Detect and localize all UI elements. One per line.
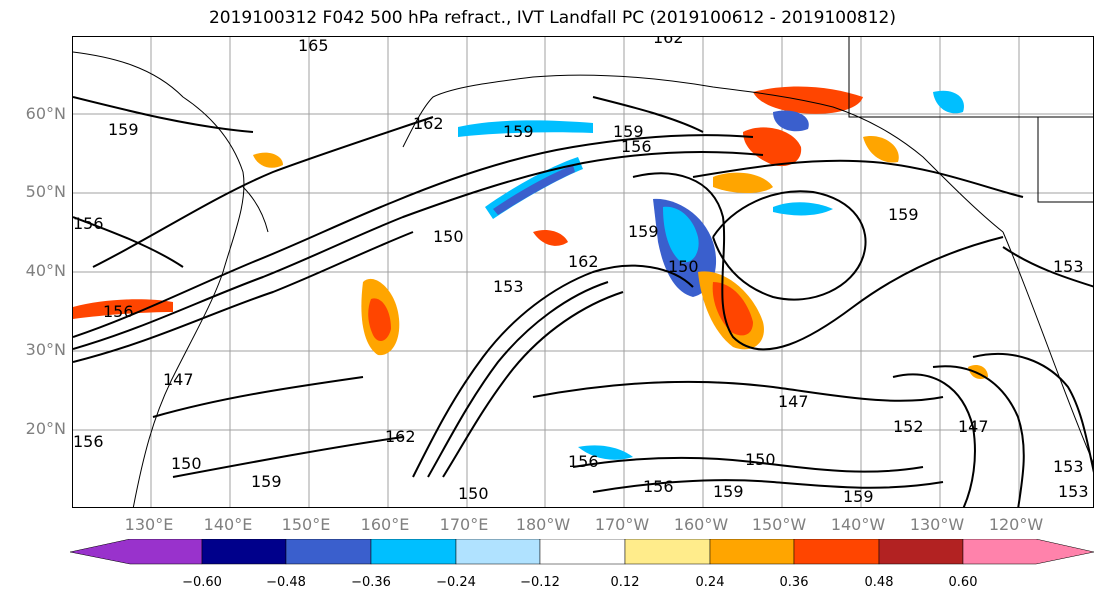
colorbar-tick: 0.48	[864, 575, 894, 590]
contour-label: 156	[103, 302, 134, 321]
colorbar-segment	[285, 539, 372, 565]
contour-label: 153	[1058, 482, 1089, 501]
contour-label: 153	[493, 277, 524, 296]
colorbar-segment	[455, 539, 541, 565]
contour-label-group: 165 162 159 162 159 156 159 156 150 153 …	[73, 37, 1089, 506]
contour-label: 156	[568, 452, 599, 471]
contour-label: 159	[503, 122, 534, 141]
contour-label: 159	[628, 222, 659, 241]
lon-label-160w: 160°W	[673, 515, 729, 534]
lon-label-170e: 170°E	[439, 515, 489, 534]
colorbar-segment	[624, 539, 711, 565]
lon-label-160e: 160°E	[360, 515, 410, 534]
contour-label: 152	[893, 417, 924, 436]
contour-label: 150	[668, 257, 699, 276]
colorbar-tick: 0.36	[779, 575, 809, 590]
colorbar-extend-low	[70, 539, 203, 565]
contour-label: 147	[778, 392, 809, 411]
contour-label: 159	[251, 472, 282, 491]
contour-label: 156	[73, 214, 104, 233]
contour-label: 162	[568, 252, 599, 271]
contour-lines	[73, 96, 1093, 507]
lon-label-150e: 150°E	[281, 515, 331, 534]
lon-label-170w: 170°W	[594, 515, 650, 534]
contour-label: 159	[888, 205, 919, 224]
contour-label: 162	[653, 37, 684, 47]
contour-label: 153	[1053, 257, 1084, 276]
colorbar-tick: −0.60	[182, 575, 222, 590]
lat-label-30n: 30°N	[25, 340, 66, 359]
contour-label: 147	[958, 417, 989, 436]
lon-label-180w: 180°W	[515, 515, 571, 534]
colorbar-segment	[370, 539, 457, 565]
colorbar-tick: −0.24	[436, 575, 476, 590]
contour-label: 156	[621, 137, 652, 156]
colorbar-extend-high	[962, 539, 1095, 565]
map-panel: 165 162 159 162 159 156 159 156 150 153 …	[72, 36, 1094, 508]
contour-label: 150	[433, 227, 464, 246]
colorbar-tick: 0.60	[948, 575, 978, 590]
lon-label-140w: 140°W	[830, 515, 886, 534]
lon-label-120w: 120°W	[988, 515, 1044, 534]
colorbar	[70, 539, 1095, 565]
contour-label: 165	[298, 37, 329, 55]
coastlines	[73, 37, 1093, 507]
contour-label: 153	[1053, 457, 1084, 476]
colorbar-segment	[539, 539, 626, 565]
contour-label: 162	[385, 427, 416, 446]
colorbar-tick: −0.36	[351, 575, 391, 590]
lat-label-50n: 50°N	[25, 182, 66, 201]
map-title: 2019100312 F042 500 hPa refract., IVT La…	[208, 8, 896, 28]
graticule	[73, 37, 1093, 507]
contour-label: 159	[108, 120, 139, 139]
lon-label-130w: 130°W	[909, 515, 965, 534]
contour-label: 159	[613, 122, 644, 141]
contour-label: 147	[163, 370, 194, 389]
lat-label-40n: 40°N	[25, 261, 66, 280]
contour-label: 159	[713, 482, 744, 501]
contour-label: 150	[171, 454, 202, 473]
contour-label: 162	[413, 114, 444, 133]
contour-label: 150	[458, 484, 489, 503]
colorbar-segment	[878, 539, 964, 565]
colorbar-segment	[709, 539, 795, 565]
colorbar-tick: 0.12	[610, 575, 640, 590]
lon-label-150w: 150°W	[751, 515, 807, 534]
contour-label: 156	[643, 477, 674, 496]
contour-label: 156	[73, 432, 104, 451]
anomaly-shading	[73, 86, 988, 460]
colorbar-segment	[201, 539, 287, 565]
contour-label: 150	[745, 450, 776, 469]
colorbar-tick: −0.48	[266, 575, 306, 590]
colorbar-segment	[793, 539, 880, 565]
map-canvas: 165 162 159 162 159 156 159 156 150 153 …	[73, 37, 1093, 507]
lat-label-60n: 60°N	[25, 104, 66, 123]
colorbar-tick: 0.24	[695, 575, 725, 590]
lat-label-20n: 20°N	[25, 419, 66, 438]
contour-label: 159	[843, 487, 874, 506]
lon-label-130e: 130°E	[124, 515, 174, 534]
lon-label-140e: 140°E	[203, 515, 253, 534]
colorbar-tick: −0.12	[520, 575, 560, 590]
